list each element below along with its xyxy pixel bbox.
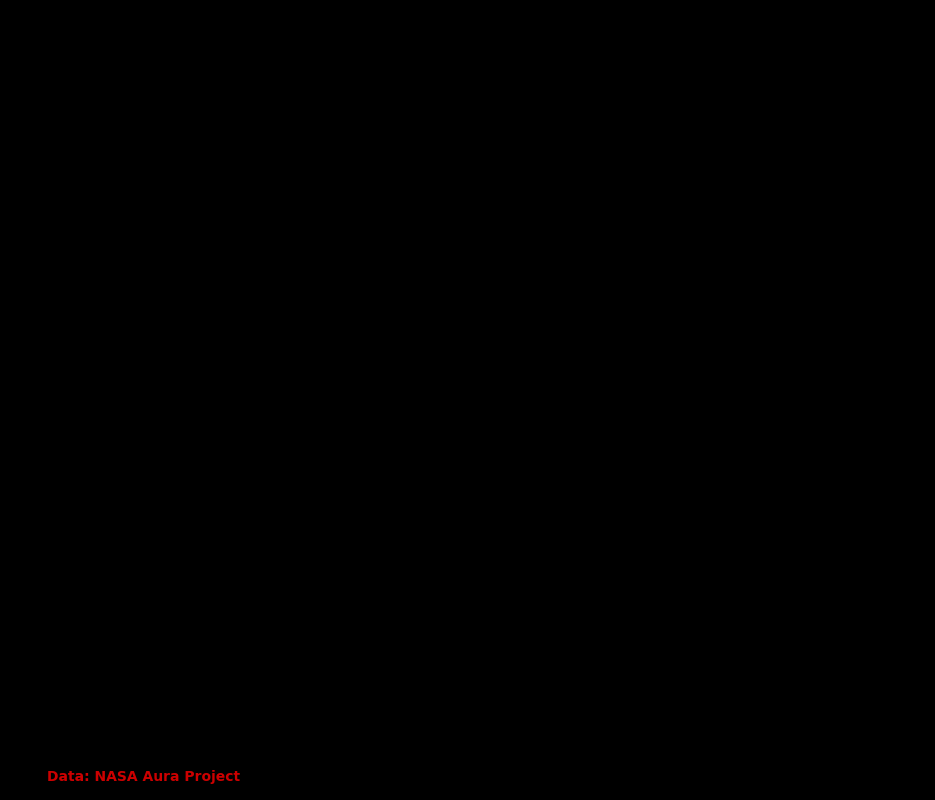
Text: Data: NASA Aura Project: Data: NASA Aura Project — [47, 770, 240, 784]
Text: Aura/OMI - 07/20/2024 03:56-07:19 UT: Aura/OMI - 07/20/2024 03:56-07:19 UT — [209, 24, 632, 43]
Text: SO₂ mass: 0.385 kt; SO₂ max: 2.82 DU at lon: 123.44 lat: 42.53 ; 04:02UTC: SO₂ mass: 0.385 kt; SO₂ max: 2.82 DU at … — [115, 56, 726, 70]
